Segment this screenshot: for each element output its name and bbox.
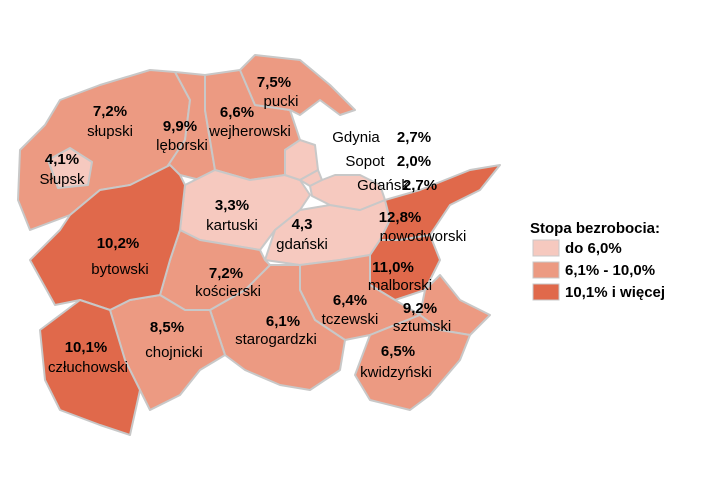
region-value: 6,6% [220, 104, 254, 121]
region-value: 7,2% [93, 103, 127, 120]
region-value: 6,5% [381, 343, 415, 360]
city-name: Gdynia [332, 129, 380, 146]
region-value: 7,5% [257, 74, 291, 91]
region-value: 6,1% [266, 313, 300, 330]
region-name: starogardzki [235, 331, 317, 348]
city-value: 2,7% [403, 177, 437, 194]
region-name: nowodworski [380, 228, 467, 245]
region-value: 4,1% [45, 151, 79, 168]
regions [17, 54, 501, 436]
region [354, 314, 471, 411]
region [39, 299, 141, 436]
region-name: kartuski [206, 217, 258, 234]
region-value: 11,0% [372, 259, 414, 276]
legend-swatch [532, 283, 560, 301]
region-value: 9,2% [403, 300, 437, 317]
region-value: 7,2% [209, 265, 243, 282]
region-name: malborski [368, 277, 432, 294]
legend-title: Stopa bezrobocia: [530, 220, 660, 237]
region-name: lęborski [156, 137, 208, 154]
region-value: 12,8% [379, 209, 422, 226]
region-value: 10,1% [65, 339, 108, 356]
region-value: 10,2% [97, 235, 140, 252]
city-name: Sopot [345, 153, 385, 170]
city-value: 2,0% [397, 153, 431, 170]
labels: 7,2% słupski 4,1% Słupsk 9,9% lęborski 6,6% wej… [39, 74, 466, 381]
region [379, 164, 501, 241]
region-name: pucki [263, 93, 298, 110]
region-name: sztumski [393, 318, 451, 335]
region-value: 9,9% [163, 118, 197, 135]
region-value: 4,3 [292, 216, 313, 233]
region-name: kościerski [195, 283, 261, 300]
legend-swatch [532, 261, 560, 279]
legend-swatch [532, 239, 560, 257]
region-name: kwidzyński [360, 364, 432, 381]
region-value: 8,5% [150, 319, 184, 336]
region-name: słupski [87, 123, 133, 140]
region-value: 6,4% [333, 292, 367, 309]
city-area [309, 174, 386, 211]
region-value: 3,3% [215, 197, 249, 214]
legend-label: 6,1% - 10,0% [565, 262, 655, 279]
region-name: wejherowski [208, 123, 291, 140]
legend-label: 10,1% i więcej [565, 284, 665, 301]
region-name: tczewski [322, 311, 379, 328]
region-name: chojnicki [145, 344, 203, 361]
legend-label: do 6,0% [565, 240, 622, 257]
region-name: Słupsk [39, 171, 85, 188]
region-name: człuchowski [48, 359, 128, 376]
region [47, 147, 93, 189]
city-name: Gdańsk [357, 177, 409, 194]
region-name: gdański [276, 236, 328, 253]
region-name: bytowski [91, 261, 149, 278]
region [239, 54, 356, 116]
city-value: 2,7% [397, 129, 431, 146]
